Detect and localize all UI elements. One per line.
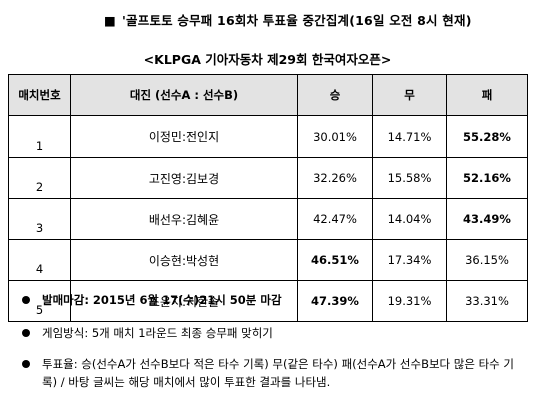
square-bullet-icon: ■ [104,13,117,28]
draw-rate-cell: 14.71% [372,115,447,158]
header-matchup: 대진 (선수A : 선수B) [70,74,298,116]
lose-rate-cell: 33.31% [446,280,528,322]
header-match-no: 매치번호 [8,74,71,116]
win-rate-cell: 42.47% [297,198,373,240]
page-title-text: '골프토토 승무패 16회차 투표율 중간집계(16일 오전 8시 현재) [122,13,472,28]
page-title: ■ '골프토토 승무패 16회차 투표율 중간집계(16일 오전 8시 현재) [104,10,472,29]
lose-rate-cell: 36.15% [446,239,528,281]
match-number-cell: 1 [8,115,71,158]
table-row: 2 고진영:김보경 32.26% 15.58% 52.16% [8,157,528,199]
header-win: 승 [297,74,373,116]
table-row: 1 이정민:전인지 30.01% 14.71% 55.28% [8,115,528,158]
table-header-row: 매치번호 대진 (선수A : 선수B) 승 무 패 [8,74,528,116]
matchup-cell: 배선우:김혜윤 [70,198,298,240]
bullet-icon [22,296,30,304]
table-row: 3 배선우:김혜윤 42.47% 14.04% 43.49% [8,198,528,240]
match-number-cell: 5 [8,280,71,322]
matchup-cell: 이승현:박성현 [70,239,298,281]
notes-list: 발매마감: 2015년 6월 17(수)21시 50분 마감 게임방식: 5개 … [22,291,527,391]
bullet-icon [22,360,30,368]
win-rate-cell: 32.26% [297,157,373,199]
header-lose: 패 [446,74,528,116]
matchup-cell: 이정민:전인지 [70,115,298,158]
matchup-cell: 고진영:김보경 [70,157,298,199]
match-number-cell: 4 [8,239,71,281]
note-game-method: 게임방식: 5개 매치 1라운드 최종 승무패 맞히기 [22,324,527,342]
bullet-icon [22,329,30,337]
draw-rate-cell: 17.34% [372,239,447,281]
header-draw: 무 [372,74,447,116]
win-rate-cell: 30.01% [297,115,373,158]
win-rate-cell: 46.51% [297,239,373,281]
match-number-cell: 3 [8,198,71,240]
table-row: 5 조윤지:지한솔 47.39% 19.31% 33.31% [8,280,528,322]
match-number-cell: 2 [8,157,71,199]
draw-rate-cell: 19.31% [372,280,447,322]
lose-rate-cell: 55.28% [446,115,528,158]
draw-rate-cell: 14.04% [372,198,447,240]
note-vote-rate: 투표율: 승(선수A가 선수B보다 적은 타수 기록) 무(같은 타수) 패(선… [22,355,527,391]
vote-rate-table: 매치번호 대진 (선수A : 선수B) 승 무 패 1 이정민:전인지 30.01%… [8,74,528,322]
lose-rate-cell: 52.16% [446,157,528,199]
page-subtitle: <KLPGA 기아자동차 제29회 한국여자오픈> [143,52,392,67]
lose-rate-cell: 43.49% [446,198,528,240]
table-row: 4 이승현:박성현 46.51% 17.34% 36.15% [8,239,528,281]
note-deadline: 발매마감: 2015년 6월 17(수)21시 50분 마감 [22,291,527,309]
draw-rate-cell: 15.58% [372,157,447,199]
